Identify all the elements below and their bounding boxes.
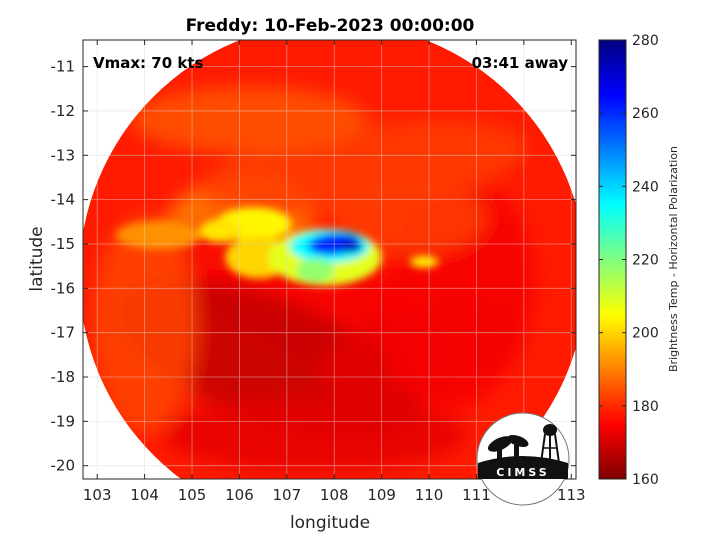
colorbar-gradient	[599, 40, 626, 479]
x-tick-label: 109	[367, 486, 396, 504]
x-tick-label: 104	[130, 486, 159, 504]
y-tick-label: -17	[51, 324, 76, 342]
x-tick-label: 105	[178, 486, 207, 504]
colorbar-ticks	[599, 39, 626, 480]
y-axis-title: latitude	[27, 226, 47, 291]
logo-text: CIMSS	[496, 466, 549, 479]
x-tick-label: 110	[415, 486, 444, 504]
convection-core-8	[296, 258, 335, 283]
x-tick-label: 113	[557, 486, 586, 504]
x-tick-label: 108	[320, 486, 349, 504]
y-tick-label: -14	[51, 191, 76, 209]
colorbar-tick-label: 200	[632, 326, 659, 342]
colorbar-tick-label: 280	[632, 33, 659, 49]
water-tower-icon	[540, 424, 560, 464]
satellite-dish-icon	[487, 434, 529, 463]
y-tick-label: -19	[51, 412, 76, 430]
grid-lines	[83, 40, 576, 479]
convection-core-1	[199, 218, 242, 243]
y-tick-label: -15	[51, 235, 76, 253]
colorbar-tick-label: 160	[632, 472, 659, 488]
y-tick-label: -11	[51, 58, 76, 76]
x-tick-label: 111	[462, 486, 491, 504]
y-tick-label: -13	[51, 146, 76, 164]
vmax-label: Vmax: 70 kts	[93, 54, 203, 72]
swath-region-9	[130, 86, 368, 154]
x-axis-title: longitude	[290, 513, 370, 533]
y-tick-label: -16	[51, 279, 76, 297]
x-tick-label: 106	[225, 486, 254, 504]
x-tick-labels: 103104105106107108109110111112113	[83, 486, 586, 504]
convection-core-7	[338, 239, 363, 253]
x-tick-label: 103	[83, 486, 112, 504]
convection-core-9	[410, 256, 439, 268]
cimss-logo: CIMSS	[476, 412, 570, 506]
axis-ticks	[83, 40, 576, 479]
colorbar-tick-label: 220	[632, 253, 659, 269]
chart-title: Freddy: 10-Feb-2023 00:00:00	[186, 16, 475, 36]
colorbar-tick-label: 240	[632, 179, 659, 195]
colorbar-title: Brightness Temp - Horizontal Polarizatio…	[667, 146, 680, 372]
x-tick-label: 107	[273, 486, 302, 504]
swath-region-7	[163, 396, 467, 473]
y-tick-labels: -11 -12 -13 -14 -15 -16 -17 -18 -19 -20	[51, 58, 76, 475]
y-tick-label: -20	[51, 457, 76, 475]
colorbar-tick-labels: 160 180 200 220 240 260 280	[632, 33, 659, 488]
convection-core-2	[116, 220, 202, 250]
swath-region-8	[334, 179, 486, 256]
y-tick-label: -18	[51, 368, 76, 386]
y-tick-label: -12	[51, 102, 76, 120]
time-away-label: 03:41 away	[472, 54, 569, 72]
colorbar-tick-label: 260	[632, 106, 659, 122]
plot-frame	[82, 39, 577, 480]
colorbar-tick-label: 180	[632, 399, 659, 415]
